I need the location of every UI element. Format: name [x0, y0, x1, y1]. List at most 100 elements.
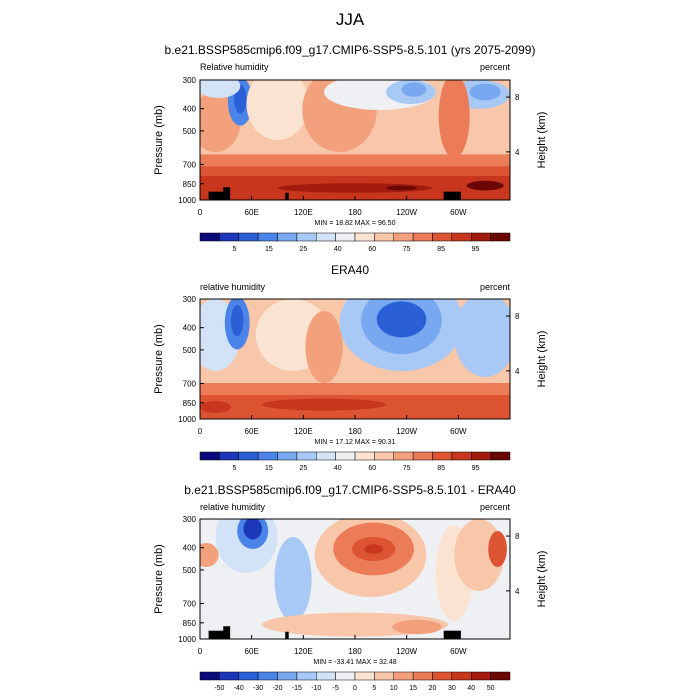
panel-2-contour-region	[200, 401, 231, 413]
panel-2-colorbar-swatch	[412, 451, 433, 461]
panel-1-variable-label: Relative humidity	[200, 62, 269, 72]
panel-1-x-tick-label: 120W	[396, 208, 417, 217]
panel-3-colorbar-swatch	[257, 671, 278, 681]
panel-3-colorbar-swatch	[354, 671, 375, 681]
panel-1-colorbar-swatch	[316, 232, 336, 242]
panel-2-field	[200, 299, 510, 419]
panel-2-colorbar-label: 85	[437, 465, 445, 472]
panel-1-contour-region	[200, 80, 241, 98]
panel-2-colorbar-swatch	[296, 451, 317, 461]
panel-1-y-tick-label: 700	[183, 160, 197, 169]
panel-2-colorbar-swatch	[219, 451, 239, 461]
panel-1-x-tick-label: 180	[348, 208, 362, 217]
panel-1-y-tick-label: 850	[183, 180, 197, 189]
panel-3-colorbar-label: -15	[292, 685, 302, 692]
panel-1-x-tick-label: 120E	[294, 208, 313, 217]
panel-1-colorbar-swatch	[296, 232, 317, 242]
panel-2-y-axis-title: Pressure (mb)	[153, 324, 165, 394]
panel-3-colorbar-label: -20	[272, 685, 282, 692]
panel-1-topography	[285, 192, 289, 200]
panel-2-colorbar-label: 5	[232, 465, 236, 472]
panel-3-contour-region	[274, 537, 312, 621]
panel-2-colorbar-label: 75	[403, 465, 411, 472]
panel-1-contour-region	[401, 82, 427, 97]
panel-3-field	[200, 519, 510, 639]
panel-1-y-tick-label: 500	[183, 127, 197, 136]
panel-1-y-axis-title: Pressure (mb)	[153, 105, 165, 175]
panel-2-colorbar-swatch	[257, 451, 278, 461]
panel-1-colorbar-swatch	[238, 232, 259, 242]
panel-1-colorbar-swatch	[277, 232, 298, 242]
panel-2-colorbar-label: 15	[265, 465, 273, 472]
panel-2-y-tick-label: 300	[183, 295, 197, 304]
panel-3-y-tick-label: 850	[183, 619, 197, 628]
panel-2-x-tick-label: 60E	[245, 427, 259, 436]
panel-3-units-label: percent	[479, 502, 510, 512]
panel-1-colorbar-swatch	[219, 232, 239, 242]
panel-3-colorbar-swatch	[393, 671, 414, 681]
panel-2-y2-axis-title: Height (km)	[536, 331, 548, 388]
panel-1-field	[200, 80, 510, 200]
panel-2-colorbar-swatch	[199, 451, 220, 461]
panel-2-colorbar-label: 25	[299, 465, 307, 472]
panel-3-topography	[285, 631, 289, 639]
panel-3-contour-region	[243, 519, 262, 540]
panel-2-y2-tick-label: 4	[515, 367, 520, 376]
panel-2-variable-label: relative humidity	[200, 282, 266, 292]
panel-3-colorbar-swatch	[219, 671, 239, 681]
panel-3-colorbar-swatch	[335, 671, 356, 681]
panel-3-colorbar-swatch	[471, 671, 491, 681]
panel-2-contour-region	[231, 305, 244, 337]
panel-2-y-tick-label: 850	[183, 399, 197, 408]
panel-3-contour-region	[364, 544, 383, 554]
panel-3-colorbar-label: -40	[234, 685, 244, 692]
panel-1-colorbar-swatch	[451, 232, 472, 242]
panel-3-colorbar-label: 15	[409, 685, 417, 692]
panel-3-y-tick-label: 1000	[178, 635, 196, 644]
main-title: JJA	[335, 10, 365, 29]
panel-1-colorbar-label: 5	[232, 246, 236, 253]
panel-1-colorbar-label: 40	[334, 246, 342, 253]
panel-3-contour-region	[200, 543, 219, 567]
panel-1-colorbar-label: 60	[368, 246, 376, 253]
panel-3-colorbar-label: 50	[487, 685, 495, 692]
panel-2-title: ERA40	[330, 263, 370, 277]
panel-1-colorbar-swatch	[432, 232, 453, 242]
panel-1-y-tick-label: 300	[183, 76, 197, 85]
panel-2-colorbar-label: 40	[334, 465, 342, 472]
panel-3-colorbar-swatch	[277, 671, 298, 681]
panel-1-contour-region	[277, 183, 433, 193]
panel-2-colorbar-swatch	[238, 451, 259, 461]
panel-3-colorbar-label: 0	[353, 685, 357, 692]
panel-3-colorbar-label: 5	[372, 685, 376, 692]
panel-2-colorbar-label: 60	[368, 465, 376, 472]
panel-1-contour-region	[438, 80, 470, 158]
panel-1-colorbar-label: 15	[265, 246, 273, 253]
panel-3-variable-label: relative humidity	[200, 502, 266, 512]
panel-1-units-label: percent	[479, 62, 510, 72]
panel-1-contour-region	[469, 83, 501, 101]
panel-2-y-tick-label: 700	[183, 379, 197, 388]
panel-2-colorbar-swatch	[393, 451, 414, 461]
panel-3-colorbar-label: 20	[429, 685, 437, 692]
panel-1-colorbar-swatch	[374, 232, 394, 242]
panel-3-title: b.e21.BSSP585cmip6.f09_g17.CMIP6-SSP5-8.…	[184, 483, 516, 497]
panel-3-colorbar-label: 40	[467, 685, 475, 692]
panel-3-y-tick-label: 300	[183, 515, 197, 524]
panel-3-colorbar-label: 30	[448, 685, 456, 692]
panel-3-min-max: MIN = -33.41 MAX = 32.48	[313, 659, 397, 666]
panel-2-colorbar-swatch	[354, 451, 375, 461]
panel-1-colorbar-label: 75	[403, 246, 411, 253]
panel-1-colorbar-swatch	[257, 232, 278, 242]
panel-1-min-max: MIN = 18.82 MAX = 96.50	[314, 220, 396, 227]
panel-3-colorbar-swatch	[296, 671, 317, 681]
panel-2-contour-region	[262, 398, 386, 411]
panel-1-colorbar-label: 25	[299, 246, 307, 253]
panel-3-colorbar-swatch	[451, 671, 472, 681]
panel-1-colorbar-swatch	[393, 232, 414, 242]
panel-1-topography	[443, 191, 461, 200]
panel-1-y-tick-label: 400	[183, 105, 197, 114]
panel-3-contour-region	[392, 619, 442, 635]
panel-1-title: b.e21.BSSP585cmip6.f09_g17.CMIP6-SSP5-8.…	[164, 43, 536, 57]
